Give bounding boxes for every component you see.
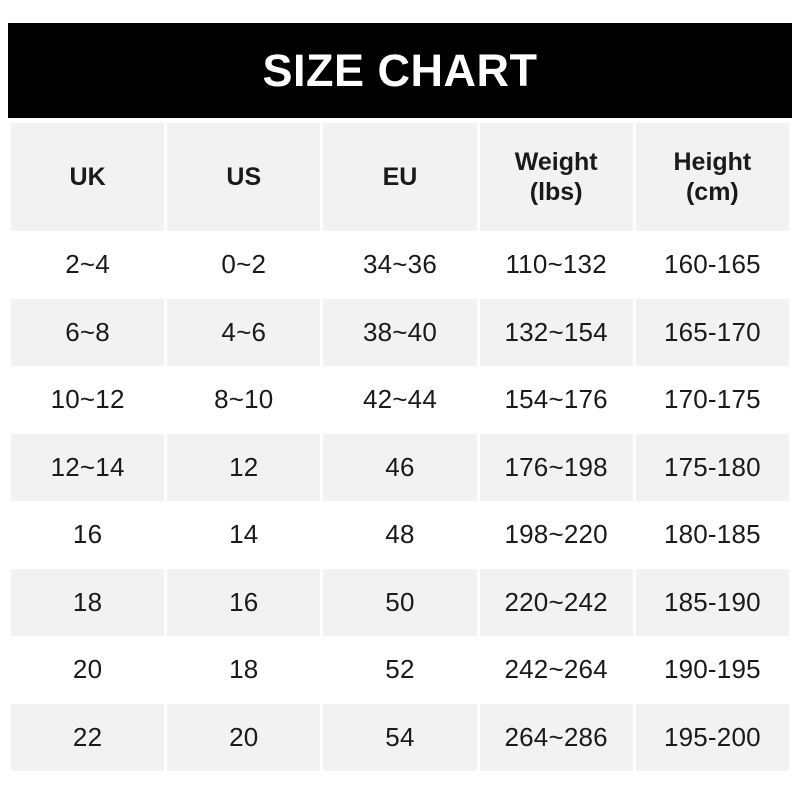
table-row: 10~12 8~10 42~44 154~176 170-175: [11, 366, 789, 434]
cell-eu: 38~40: [323, 298, 477, 366]
page-title: SIZE CHART: [262, 45, 538, 96]
cell-us: 8~10: [167, 366, 321, 434]
cell-weight: 110~132: [479, 231, 633, 299]
cell-uk: 2~4: [11, 231, 165, 299]
cell-weight: 242~264: [479, 636, 633, 704]
column-header-weight-line2: (lbs): [529, 178, 583, 206]
cell-weight: 220~242: [479, 568, 633, 636]
column-header-eu-line1: EU: [382, 162, 418, 191]
cell-us: 16: [167, 568, 321, 636]
cell-height: 170-175: [635, 366, 789, 434]
table-row: 6~8 4~6 38~40 132~154 165-170: [11, 298, 789, 366]
cell-height: 175-180: [635, 433, 789, 501]
title-banner: SIZE CHART: [8, 23, 792, 118]
cell-eu: 54: [323, 703, 477, 771]
cell-uk: 18: [11, 568, 165, 636]
cell-uk: 12~14: [11, 433, 165, 501]
cell-eu: 34~36: [323, 231, 477, 299]
table-row: 22 20 54 264~286 195-200: [11, 703, 789, 771]
column-header-weight: Weight (lbs): [479, 123, 633, 231]
cell-uk: 10~12: [11, 366, 165, 434]
column-header-uk-line1: UK: [69, 162, 106, 191]
cell-weight: 264~286: [479, 703, 633, 771]
column-header-height-line2: (cm): [685, 178, 739, 206]
column-header-eu: EU: [323, 123, 477, 231]
table-row: 18 16 50 220~242 185-190: [11, 568, 789, 636]
table-row: 12~14 12 46 176~198 175-180: [11, 433, 789, 501]
cell-weight: 198~220: [479, 501, 633, 569]
cell-weight: 176~198: [479, 433, 633, 501]
cell-uk: 16: [11, 501, 165, 569]
cell-eu: 42~44: [323, 366, 477, 434]
table-row: 20 18 52 242~264 190-195: [11, 636, 789, 704]
size-chart-table: UK US EU Weight (lbs) Height (cm): [8, 123, 792, 771]
cell-weight: 132~154: [479, 298, 633, 366]
cell-eu: 52: [323, 636, 477, 704]
cell-us: 18: [167, 636, 321, 704]
cell-height: 190-195: [635, 636, 789, 704]
column-header-height-line1: Height: [673, 147, 752, 176]
cell-us: 4~6: [167, 298, 321, 366]
cell-height: 195-200: [635, 703, 789, 771]
cell-us: 20: [167, 703, 321, 771]
cell-height: 165-170: [635, 298, 789, 366]
column-header-uk: UK: [11, 123, 165, 231]
column-header-height: Height (cm): [635, 123, 789, 231]
cell-weight: 154~176: [479, 366, 633, 434]
cell-eu: 50: [323, 568, 477, 636]
cell-height: 185-190: [635, 568, 789, 636]
column-header-us: US: [167, 123, 321, 231]
column-header-us-line1: US: [226, 162, 262, 191]
cell-uk: 22: [11, 703, 165, 771]
table-row: 16 14 48 198~220 180-185: [11, 501, 789, 569]
table-header: UK US EU Weight (lbs) Height (cm): [11, 123, 789, 231]
cell-us: 12: [167, 433, 321, 501]
cell-uk: 6~8: [11, 298, 165, 366]
cell-eu: 46: [323, 433, 477, 501]
cell-uk: 20: [11, 636, 165, 704]
table-header-row: UK US EU Weight (lbs) Height (cm): [11, 123, 789, 231]
table-body: 2~4 0~2 34~36 110~132 160-165 6~8 4~6 38…: [11, 231, 789, 771]
cell-height: 160-165: [635, 231, 789, 299]
table-row: 2~4 0~2 34~36 110~132 160-165: [11, 231, 789, 299]
cell-height: 180-185: [635, 501, 789, 569]
cell-eu: 48: [323, 501, 477, 569]
cell-us: 14: [167, 501, 321, 569]
column-header-weight-line1: Weight: [514, 147, 598, 176]
cell-us: 0~2: [167, 231, 321, 299]
